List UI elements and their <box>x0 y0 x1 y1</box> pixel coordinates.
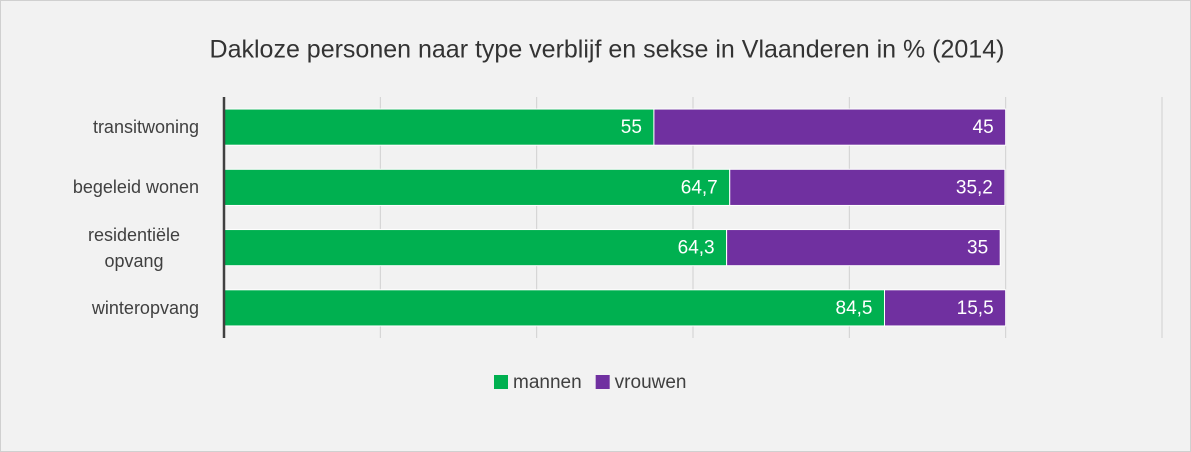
y-tick-label: residentiële opvang <box>87 224 181 271</box>
data-label: 64,3 <box>678 238 715 259</box>
bar <box>223 289 886 327</box>
bar <box>653 108 1007 146</box>
y-tick-label-box: transitwoning <box>93 114 199 140</box>
y-tick-label: transitwoning <box>92 117 199 138</box>
data-label: 35,2 <box>956 177 993 198</box>
data-label: 84,5 <box>836 298 873 319</box>
y-tick-label-box: begeleid wonen <box>73 174 199 200</box>
y-tick-label: winteropvang <box>91 297 199 318</box>
data-label: 35 <box>967 238 988 259</box>
bar <box>223 108 655 146</box>
y-tick-label-box: residentiële opvang <box>69 222 199 274</box>
bar <box>729 168 1006 206</box>
legend-label: vrouwen <box>615 372 687 393</box>
data-label: 64,7 <box>681 177 718 198</box>
data-label: 15,5 <box>957 298 994 319</box>
chart-title: Dakloze personen naar type verblijf en s… <box>210 36 1005 64</box>
bar <box>726 229 1001 267</box>
bar <box>223 229 728 267</box>
data-label: 45 <box>973 117 994 138</box>
data-label: 55 <box>621 117 642 138</box>
bar <box>223 168 731 206</box>
legend-swatch <box>595 375 610 389</box>
y-tick-label: begeleid wonen <box>72 177 199 198</box>
y-tick-label-box: winteropvang <box>92 295 199 321</box>
legend-swatch <box>494 375 508 389</box>
legend-label: mannen <box>513 372 582 393</box>
bar <box>884 289 1007 327</box>
